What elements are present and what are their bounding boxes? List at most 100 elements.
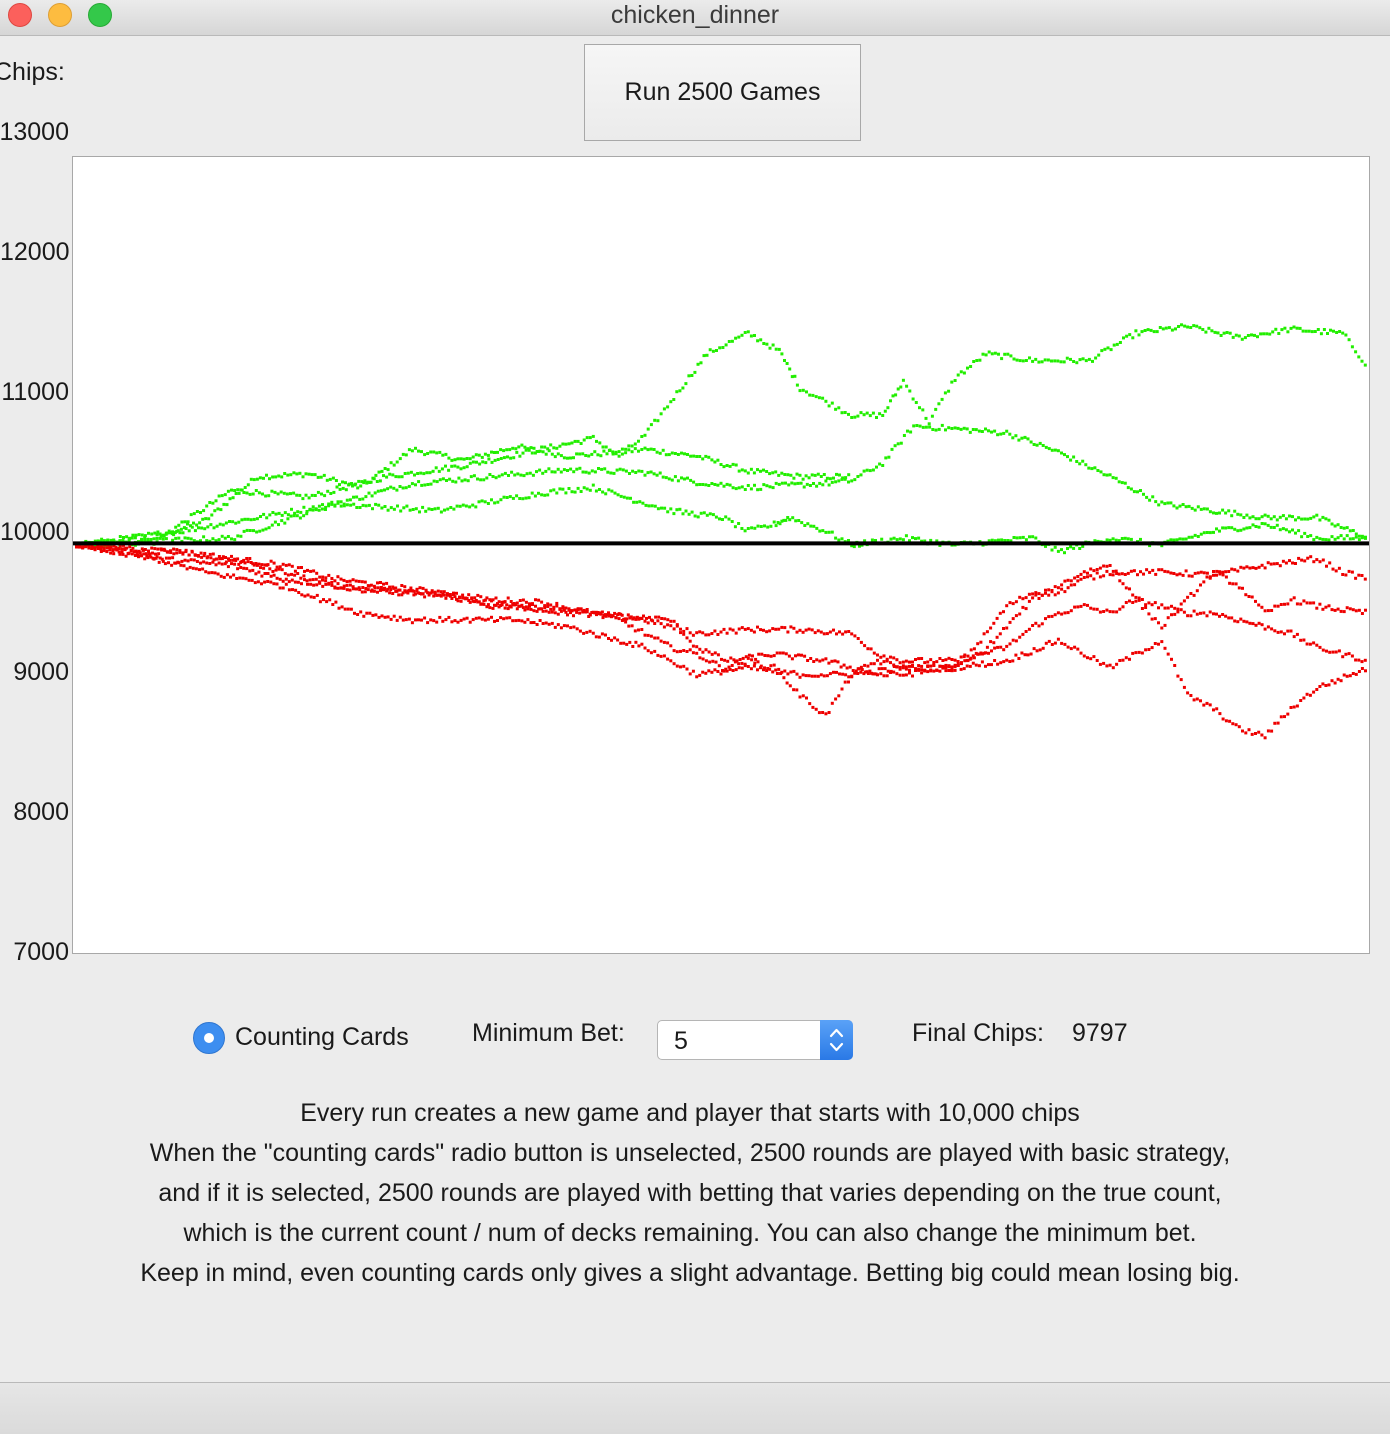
chart-point [1324,684,1328,687]
chart-point [713,629,717,633]
chart-point [830,480,834,484]
stepper-arrows-icon[interactable] [820,1020,853,1060]
chart-point [432,619,436,623]
chart-point [1324,538,1328,542]
close-window-icon[interactable] [8,3,32,27]
chart-point [774,627,778,631]
chart-point [162,547,166,551]
chart-point [844,630,848,634]
chart-point [371,613,375,617]
chart-point [882,654,886,658]
chart-point [1318,602,1322,606]
chart-point [1251,515,1255,519]
chart-point [1337,566,1341,570]
chart-point [1063,453,1066,457]
chart-point [881,464,885,467]
chart-point [1128,599,1131,603]
chart-point [978,358,982,362]
chart-point [750,526,754,530]
chart-point [1186,325,1190,329]
chart-point [1160,500,1164,504]
chart-point [1319,332,1323,336]
chart-point [522,474,526,478]
run-games-button[interactable]: Run 2500 Games [584,44,861,141]
chart-point [293,573,297,577]
chart-point [588,629,592,633]
chart-point [236,488,240,492]
chart-point [121,538,125,542]
minimize-window-icon[interactable] [48,3,72,27]
chart-point [573,608,577,612]
chart-point [272,561,276,565]
chart-point [1236,512,1240,516]
chart-point [218,522,222,526]
chart-point [546,447,550,451]
chart-point [590,469,594,473]
minimum-bet-value[interactable]: 5 [674,1027,688,1055]
counting-cards-radio[interactable] [193,1022,225,1054]
chart-point [133,554,137,557]
chart-point [348,579,352,583]
chart-point [637,628,640,632]
chart-point [1062,360,1066,364]
chart-point [1108,573,1112,577]
chart-point [118,552,122,556]
chart-point [410,482,414,486]
chart-point [699,511,703,515]
chart-point [1014,600,1018,604]
chart-point [429,482,433,486]
chart-point [929,668,933,672]
chart-point [998,611,1002,615]
chart-point [840,537,844,541]
chart-point [1192,593,1196,597]
chart-point [692,454,696,458]
chart-point [810,628,814,632]
chart-point [1315,535,1319,539]
chart-point [1114,538,1118,542]
chart-point [984,427,987,431]
chart-point [403,472,407,475]
chart-point [924,425,928,429]
chart-point [1201,328,1205,331]
chart-point [361,497,365,501]
chart-point [1093,539,1097,543]
chart-point [984,353,988,357]
chart-point [398,485,402,488]
chart-point [334,479,338,482]
chart-point [707,455,711,459]
chart-point [1092,569,1096,573]
chart-point [311,578,315,582]
chart-point [1345,674,1349,678]
chart-point [1095,568,1099,571]
counting-cards-label[interactable]: Counting Cards [235,1023,409,1051]
chart-point [426,452,430,455]
chart-point [590,611,594,614]
chart-point [602,613,606,617]
chart-point [811,705,815,709]
chart-point [553,455,557,459]
chart-point [1202,571,1206,575]
chart-point [447,456,451,460]
chart-point [1339,534,1343,538]
chart-point [1131,593,1135,597]
chart-point [1342,673,1346,677]
chart-point [344,488,348,492]
chart-point [192,558,196,562]
chart-point [538,607,542,611]
chart-point [798,695,802,699]
chart-point [797,519,801,522]
chart-point [669,644,673,648]
chart-point [850,675,854,679]
chart-point [209,556,213,560]
chart-point [1056,591,1060,595]
chart-point [762,468,765,472]
chart-point [122,543,125,547]
chart-point [804,628,808,632]
chart-point [753,526,757,530]
maximize-window-icon[interactable] [88,3,112,27]
chart-point [875,465,878,469]
minimum-bet-spinner[interactable]: 5 [657,1020,853,1060]
chart-point [245,528,249,532]
chart-point [1069,579,1073,583]
chart-point [1294,531,1297,535]
